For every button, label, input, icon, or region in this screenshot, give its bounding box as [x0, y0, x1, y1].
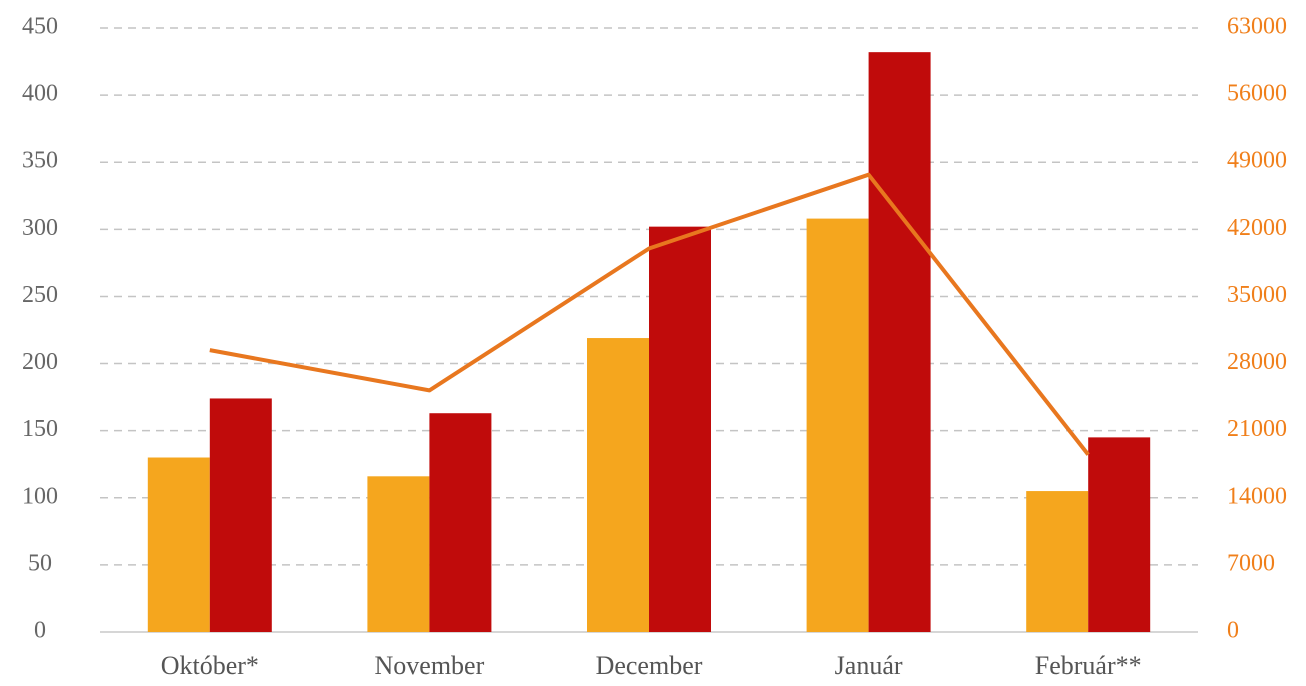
- x-tick-label: Január: [835, 651, 903, 680]
- bar: [1088, 437, 1151, 632]
- y-tick-label: 350: [22, 148, 58, 174]
- y-tick-label: 450: [22, 14, 58, 40]
- y-tick-label: 50: [28, 550, 52, 576]
- x-tick-label: November: [375, 651, 485, 680]
- y-tick-label: 250: [22, 282, 58, 308]
- y2-tick-label: 7000: [1227, 550, 1275, 576]
- y-tick-label: 100: [22, 483, 58, 509]
- y-tick-label: 400: [22, 81, 58, 107]
- bar: [367, 476, 430, 632]
- x-tick-label: December: [596, 651, 703, 680]
- y2-tick-label: 14000: [1227, 483, 1287, 509]
- y2-tick-label: 35000: [1227, 282, 1287, 308]
- y-tick-label: 0: [34, 618, 46, 644]
- y2-tick-label: 28000: [1227, 349, 1287, 375]
- bar: [649, 226, 711, 632]
- y-tick-label: 150: [22, 416, 58, 442]
- y-tick-label: 200: [22, 349, 58, 375]
- bar: [147, 457, 210, 632]
- bar: [429, 413, 492, 632]
- bar: [1026, 491, 1089, 632]
- y2-tick-label: 42000: [1227, 215, 1287, 241]
- bar: [806, 218, 869, 632]
- x-tick-label: Október*: [161, 651, 259, 680]
- x-tick-label: Február**: [1035, 651, 1142, 680]
- y2-tick-label: 63000: [1227, 14, 1287, 40]
- bar: [868, 52, 931, 633]
- y-tick-label: 300: [22, 215, 58, 241]
- y2-tick-label: 49000: [1227, 148, 1287, 174]
- line-series: [209, 172, 1090, 456]
- y2-tick-label: 0: [1227, 618, 1239, 644]
- bar: [209, 398, 272, 632]
- y2-tick-label: 56000: [1227, 81, 1287, 107]
- bar: [587, 338, 649, 632]
- y2-tick-label: 21000: [1227, 416, 1287, 442]
